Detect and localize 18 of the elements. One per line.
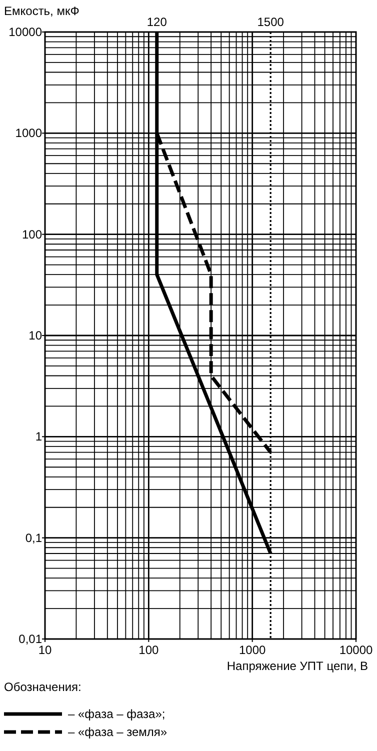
- y-tick-label: 1: [35, 430, 42, 444]
- y-axis-title: Емкость, мкФ: [4, 4, 80, 18]
- legend-label: – «фаза – фаза»;: [68, 707, 166, 721]
- x-tick-label: 10: [38, 643, 52, 657]
- y-tick-label: 10000: [8, 25, 42, 39]
- x-tick-label: 1000: [238, 643, 266, 657]
- y-tick-label: 10: [28, 328, 42, 342]
- y-tick-label: 0,01: [18, 632, 42, 646]
- x-tick-label: 10000: [339, 643, 374, 657]
- legend-title: Обозначения:: [4, 680, 82, 694]
- y-tick-label: 0,1: [25, 530, 42, 545]
- ref-line-label: 1500: [257, 15, 284, 29]
- x-tick-label: 100: [138, 643, 159, 657]
- x-axis-title: Напряжение УПТ цепи, В: [226, 659, 368, 673]
- y-tick-label: 1000: [15, 126, 42, 140]
- y-tick-label: 100: [22, 227, 42, 242]
- legend-label: – «фаза – земля»: [68, 725, 168, 739]
- annotation: 120: [146, 15, 168, 29]
